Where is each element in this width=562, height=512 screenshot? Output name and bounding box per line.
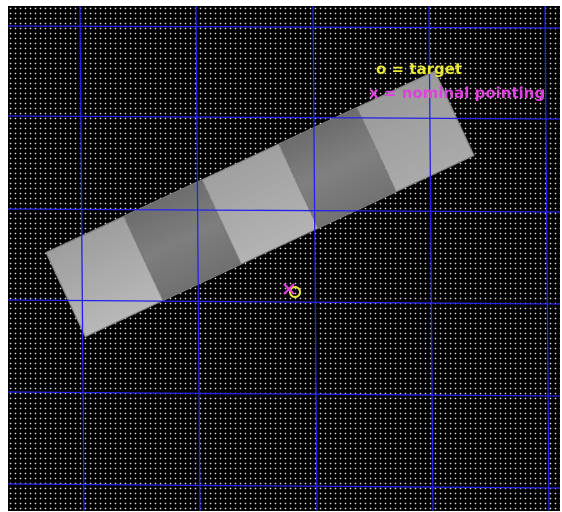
legend-pointing-label: x = nominal pointing	[369, 84, 546, 102]
grid-line-v2	[195, 6, 201, 511]
legend-target-label: o = target	[376, 60, 463, 78]
grid-line-h2	[8, 115, 560, 120]
grid-line-h5	[8, 391, 560, 397]
grid-line-v5	[544, 6, 550, 511]
grid-line-h3	[8, 208, 560, 213]
x-marker-icon	[283, 283, 295, 295]
grid-line-h6	[8, 483, 560, 489]
coordinate-grid-overlay	[8, 6, 560, 511]
grid-line-h4	[8, 299, 560, 305]
grid-line-v1	[79, 6, 85, 511]
grid-line-h1	[8, 25, 560, 29]
sky-view-panel[interactable]: o = target x = nominal pointing	[8, 6, 560, 511]
circle-marker-icon	[289, 286, 301, 298]
grid-line-v4	[428, 6, 434, 511]
grid-line-v3	[312, 6, 318, 511]
